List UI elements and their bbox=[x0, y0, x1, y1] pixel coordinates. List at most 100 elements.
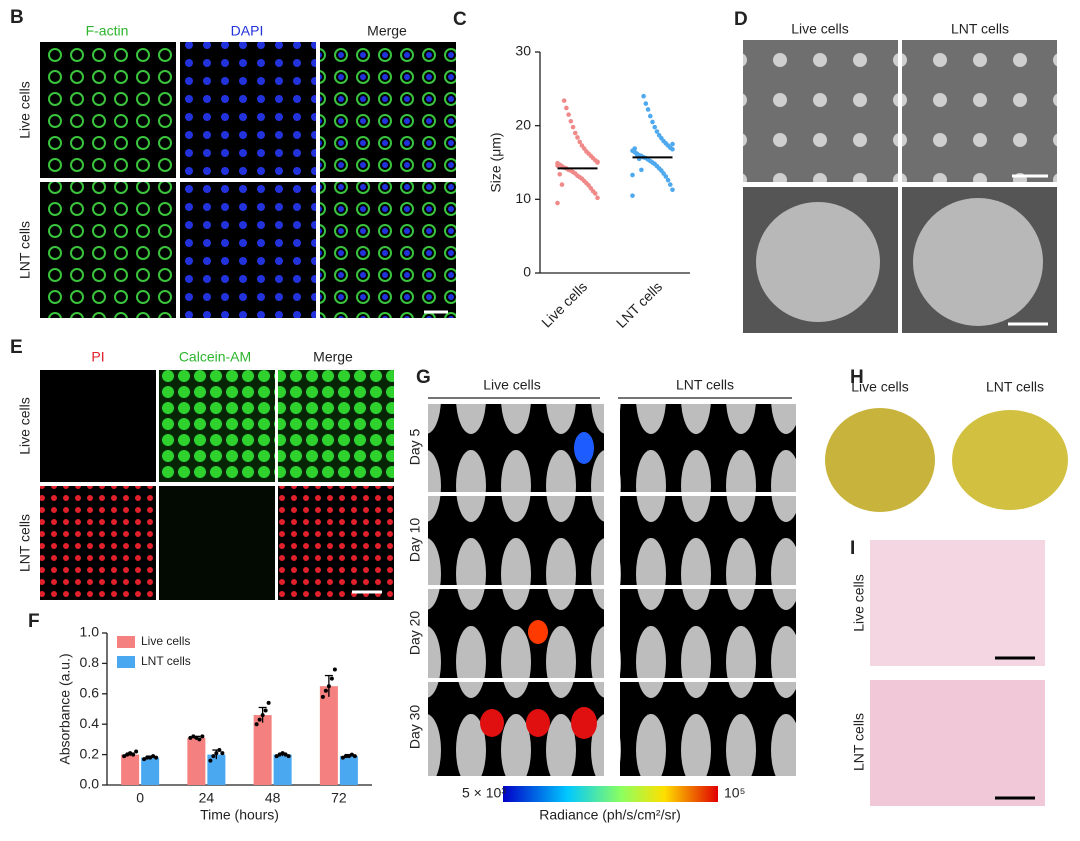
data-point bbox=[257, 717, 262, 722]
data-point bbox=[131, 752, 136, 757]
cell bbox=[913, 198, 1043, 326]
data-point bbox=[555, 200, 560, 206]
colorbar bbox=[503, 786, 718, 802]
signal bbox=[574, 432, 594, 464]
bar bbox=[187, 737, 206, 785]
row-label: Day 30 bbox=[407, 705, 423, 750]
panel-label: E bbox=[10, 337, 23, 358]
micrograph bbox=[159, 370, 275, 482]
micrograph bbox=[40, 486, 156, 600]
data-point bbox=[128, 751, 133, 756]
data-point bbox=[274, 754, 279, 759]
data-point bbox=[343, 754, 348, 759]
panel-label: I bbox=[850, 538, 855, 559]
column-header: Calcein-AM bbox=[179, 349, 251, 365]
y-tick-label: 20 bbox=[515, 116, 531, 132]
group-header: LNT cells bbox=[676, 377, 734, 393]
lung-photo bbox=[825, 408, 935, 512]
data-point bbox=[667, 182, 673, 187]
data-point bbox=[566, 112, 571, 117]
micrograph bbox=[159, 486, 275, 600]
data-point bbox=[645, 107, 651, 112]
y-tick-label: 0.4 bbox=[80, 715, 100, 731]
data-point bbox=[194, 735, 199, 740]
data-point bbox=[568, 118, 574, 124]
group-header: Live cells bbox=[483, 377, 541, 393]
lung-photo bbox=[952, 410, 1068, 510]
column-header: F-actin bbox=[86, 23, 129, 39]
data-point bbox=[283, 752, 288, 757]
y-axis-label: Size (μm) bbox=[488, 132, 504, 192]
data-point bbox=[652, 124, 658, 130]
data-point bbox=[557, 171, 563, 177]
panel-label: H bbox=[850, 367, 864, 388]
data-point bbox=[630, 193, 635, 198]
data-point bbox=[670, 141, 675, 147]
micrograph bbox=[40, 42, 176, 178]
data-point bbox=[340, 755, 345, 760]
data-point bbox=[641, 93, 646, 99]
column-header: Merge bbox=[367, 23, 407, 39]
bioluminescence-images bbox=[620, 404, 796, 776]
bar bbox=[253, 715, 272, 785]
signal bbox=[526, 709, 550, 737]
legend-label: Live cells bbox=[141, 634, 190, 648]
data-point bbox=[634, 152, 640, 157]
column-header: LNT cells bbox=[986, 379, 1044, 395]
row-label: LNT cells bbox=[17, 514, 33, 572]
data-point bbox=[670, 187, 675, 193]
row-label: Live cells bbox=[17, 81, 33, 139]
row-label: Live cells bbox=[851, 574, 867, 632]
row-label: LNT cells bbox=[17, 221, 33, 279]
data-point bbox=[214, 751, 219, 756]
data-point bbox=[665, 177, 671, 183]
data-point bbox=[349, 752, 354, 757]
data-point bbox=[564, 105, 569, 111]
data-point bbox=[263, 708, 268, 713]
histology bbox=[870, 540, 1045, 666]
data-point bbox=[188, 735, 193, 740]
y-tick-label: 0.8 bbox=[80, 654, 100, 670]
y-tick-label: 30 bbox=[515, 43, 531, 59]
data-point bbox=[332, 667, 337, 672]
data-point bbox=[323, 688, 328, 693]
panel-label: G bbox=[416, 367, 431, 388]
sem-image bbox=[743, 40, 898, 182]
legend-swatch bbox=[117, 636, 135, 648]
bar bbox=[207, 754, 226, 785]
data-point bbox=[142, 757, 147, 762]
data-point bbox=[217, 748, 222, 753]
y-tick-label: 0.2 bbox=[80, 745, 100, 761]
data-point bbox=[197, 737, 202, 742]
micrograph bbox=[180, 42, 316, 178]
y-tick-label: 1.0 bbox=[80, 624, 100, 640]
data-point bbox=[572, 130, 578, 136]
bar bbox=[273, 754, 292, 785]
data-point bbox=[595, 195, 600, 201]
data-point bbox=[579, 143, 585, 148]
data-point bbox=[632, 146, 638, 151]
data-point bbox=[595, 160, 600, 165]
bar bbox=[339, 756, 358, 785]
data-point bbox=[639, 167, 644, 173]
data-point bbox=[575, 135, 580, 140]
micrograph bbox=[180, 182, 316, 318]
data-point bbox=[200, 734, 205, 739]
x-tick-label: Live cells bbox=[538, 278, 590, 330]
data-point bbox=[643, 101, 649, 106]
x-tick-label: 0 bbox=[136, 790, 144, 806]
signal bbox=[528, 620, 548, 644]
data-point bbox=[191, 734, 196, 739]
micrograph bbox=[40, 182, 176, 318]
y-tick-label: 0.0 bbox=[80, 776, 100, 792]
legend-label: LNT cells bbox=[141, 654, 191, 668]
data-point bbox=[647, 113, 653, 119]
panel-label: B bbox=[10, 7, 24, 28]
micrograph bbox=[320, 42, 456, 178]
data-point bbox=[570, 124, 576, 130]
x-tick-label: 72 bbox=[331, 790, 347, 806]
data-point bbox=[122, 754, 127, 759]
column-header: DAPI bbox=[231, 23, 264, 39]
data-point bbox=[154, 755, 159, 760]
data-point bbox=[329, 676, 334, 681]
